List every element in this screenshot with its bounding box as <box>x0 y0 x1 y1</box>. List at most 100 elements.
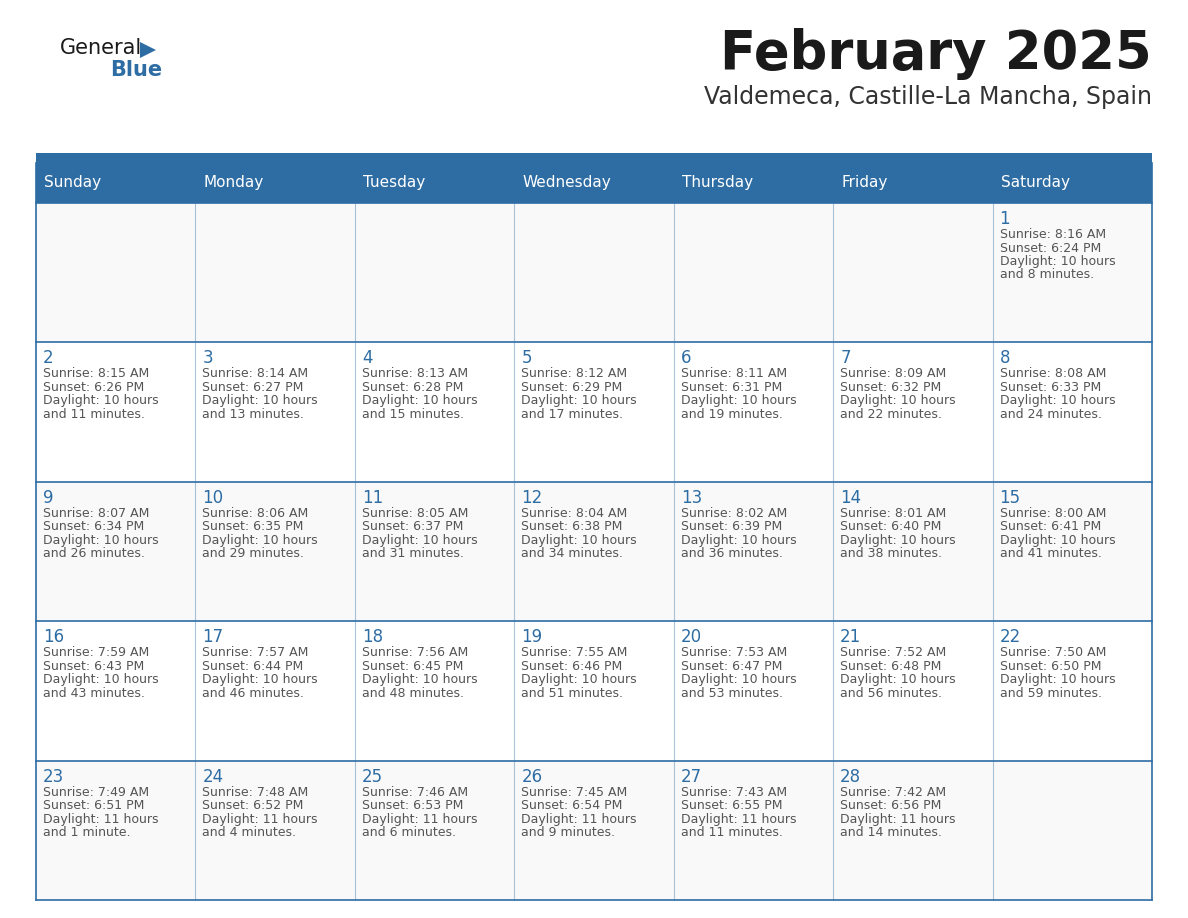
Text: Monday: Monday <box>203 175 264 191</box>
Text: and 26 minutes.: and 26 minutes. <box>43 547 145 560</box>
Text: Daylight: 10 hours: Daylight: 10 hours <box>362 395 478 408</box>
Text: Sunset: 6:27 PM: Sunset: 6:27 PM <box>202 381 304 394</box>
Text: Daylight: 10 hours: Daylight: 10 hours <box>681 673 796 686</box>
Text: Sunrise: 7:42 AM: Sunrise: 7:42 AM <box>840 786 947 799</box>
Text: Sunrise: 8:15 AM: Sunrise: 8:15 AM <box>43 367 150 380</box>
Text: Sunrise: 7:55 AM: Sunrise: 7:55 AM <box>522 646 627 659</box>
Text: Sunset: 6:50 PM: Sunset: 6:50 PM <box>999 660 1101 673</box>
Text: and 11 minutes.: and 11 minutes. <box>43 408 145 420</box>
Text: Daylight: 10 hours: Daylight: 10 hours <box>362 673 478 686</box>
Text: Blue: Blue <box>110 60 162 80</box>
Text: 6: 6 <box>681 350 691 367</box>
Bar <box>514 482 674 621</box>
Bar <box>36 342 196 482</box>
Text: and 8 minutes.: and 8 minutes. <box>999 268 1094 282</box>
Text: Sunset: 6:32 PM: Sunset: 6:32 PM <box>840 381 941 394</box>
Text: Daylight: 11 hours: Daylight: 11 hours <box>362 812 478 825</box>
Bar <box>514 203 674 342</box>
Text: Sunset: 6:53 PM: Sunset: 6:53 PM <box>362 799 463 812</box>
Text: 13: 13 <box>681 488 702 507</box>
Text: Sunrise: 7:46 AM: Sunrise: 7:46 AM <box>362 786 468 799</box>
Text: Daylight: 10 hours: Daylight: 10 hours <box>202 533 318 547</box>
Text: Sunset: 6:33 PM: Sunset: 6:33 PM <box>999 381 1101 394</box>
Text: Daylight: 10 hours: Daylight: 10 hours <box>999 533 1116 547</box>
Text: 1: 1 <box>999 210 1010 228</box>
Bar <box>36 761 196 900</box>
Text: Daylight: 10 hours: Daylight: 10 hours <box>522 395 637 408</box>
Text: Daylight: 10 hours: Daylight: 10 hours <box>999 673 1116 686</box>
Text: Sunrise: 8:14 AM: Sunrise: 8:14 AM <box>202 367 309 380</box>
Text: Sunrise: 8:16 AM: Sunrise: 8:16 AM <box>999 228 1106 241</box>
Text: Saturday: Saturday <box>1000 175 1069 191</box>
Text: Sunrise: 8:02 AM: Sunrise: 8:02 AM <box>681 507 786 520</box>
Text: Sunrise: 8:08 AM: Sunrise: 8:08 AM <box>999 367 1106 380</box>
Text: 27: 27 <box>681 767 702 786</box>
Text: Sunset: 6:38 PM: Sunset: 6:38 PM <box>522 521 623 533</box>
Text: Daylight: 10 hours: Daylight: 10 hours <box>840 533 956 547</box>
Text: and 51 minutes.: and 51 minutes. <box>522 687 624 700</box>
Text: Sunset: 6:26 PM: Sunset: 6:26 PM <box>43 381 144 394</box>
Text: Daylight: 11 hours: Daylight: 11 hours <box>681 812 796 825</box>
Text: Sunset: 6:56 PM: Sunset: 6:56 PM <box>840 799 942 812</box>
Text: Daylight: 11 hours: Daylight: 11 hours <box>202 812 318 825</box>
Bar <box>196 621 355 761</box>
Text: Sunrise: 7:48 AM: Sunrise: 7:48 AM <box>202 786 309 799</box>
Bar <box>833 203 992 342</box>
Bar <box>36 203 196 342</box>
Text: and 59 minutes.: and 59 minutes. <box>999 687 1101 700</box>
Text: Sunrise: 7:57 AM: Sunrise: 7:57 AM <box>202 646 309 659</box>
Text: Daylight: 11 hours: Daylight: 11 hours <box>840 812 955 825</box>
Text: and 17 minutes.: and 17 minutes. <box>522 408 624 420</box>
Text: Sunrise: 8:00 AM: Sunrise: 8:00 AM <box>999 507 1106 520</box>
Text: and 9 minutes.: and 9 minutes. <box>522 826 615 839</box>
Text: Daylight: 10 hours: Daylight: 10 hours <box>840 395 956 408</box>
Bar <box>514 342 674 482</box>
Text: Sunrise: 8:04 AM: Sunrise: 8:04 AM <box>522 507 627 520</box>
Text: and 41 minutes.: and 41 minutes. <box>999 547 1101 560</box>
Text: Daylight: 10 hours: Daylight: 10 hours <box>202 673 318 686</box>
Text: Sunset: 6:51 PM: Sunset: 6:51 PM <box>43 799 145 812</box>
Text: Sunset: 6:24 PM: Sunset: 6:24 PM <box>999 241 1101 254</box>
Text: and 13 minutes.: and 13 minutes. <box>202 408 304 420</box>
Bar <box>514 761 674 900</box>
Text: Daylight: 10 hours: Daylight: 10 hours <box>522 533 637 547</box>
Text: General: General <box>61 38 143 58</box>
Text: and 46 minutes.: and 46 minutes. <box>202 687 304 700</box>
Text: 10: 10 <box>202 488 223 507</box>
Text: Daylight: 10 hours: Daylight: 10 hours <box>43 533 159 547</box>
Text: Sunset: 6:54 PM: Sunset: 6:54 PM <box>522 799 623 812</box>
Text: Sunset: 6:45 PM: Sunset: 6:45 PM <box>362 660 463 673</box>
Text: and 11 minutes.: and 11 minutes. <box>681 826 783 839</box>
Text: Sunrise: 7:52 AM: Sunrise: 7:52 AM <box>840 646 947 659</box>
Text: and 48 minutes.: and 48 minutes. <box>362 687 463 700</box>
Text: and 1 minute.: and 1 minute. <box>43 826 131 839</box>
Text: 25: 25 <box>362 767 383 786</box>
Text: Sunrise: 7:50 AM: Sunrise: 7:50 AM <box>999 646 1106 659</box>
Text: Sunset: 6:43 PM: Sunset: 6:43 PM <box>43 660 144 673</box>
Text: 18: 18 <box>362 628 383 646</box>
Text: 5: 5 <box>522 350 532 367</box>
Bar <box>992 482 1152 621</box>
Text: Sunrise: 8:07 AM: Sunrise: 8:07 AM <box>43 507 150 520</box>
Bar <box>833 342 992 482</box>
Bar <box>355 621 514 761</box>
Text: Daylight: 11 hours: Daylight: 11 hours <box>43 812 158 825</box>
Text: 4: 4 <box>362 350 372 367</box>
Bar <box>833 761 992 900</box>
Bar <box>992 621 1152 761</box>
Text: Sunrise: 7:59 AM: Sunrise: 7:59 AM <box>43 646 150 659</box>
Text: 26: 26 <box>522 767 543 786</box>
Text: Sunrise: 7:49 AM: Sunrise: 7:49 AM <box>43 786 150 799</box>
Bar <box>992 342 1152 482</box>
Text: Sunrise: 8:09 AM: Sunrise: 8:09 AM <box>840 367 947 380</box>
Bar <box>674 761 833 900</box>
Bar <box>674 203 833 342</box>
Text: Sunrise: 8:05 AM: Sunrise: 8:05 AM <box>362 507 468 520</box>
Bar <box>674 482 833 621</box>
Text: 8: 8 <box>999 350 1010 367</box>
Text: and 15 minutes.: and 15 minutes. <box>362 408 463 420</box>
Text: 17: 17 <box>202 628 223 646</box>
Text: and 24 minutes.: and 24 minutes. <box>999 408 1101 420</box>
Text: Sunrise: 8:12 AM: Sunrise: 8:12 AM <box>522 367 627 380</box>
Text: Sunset: 6:35 PM: Sunset: 6:35 PM <box>202 521 304 533</box>
